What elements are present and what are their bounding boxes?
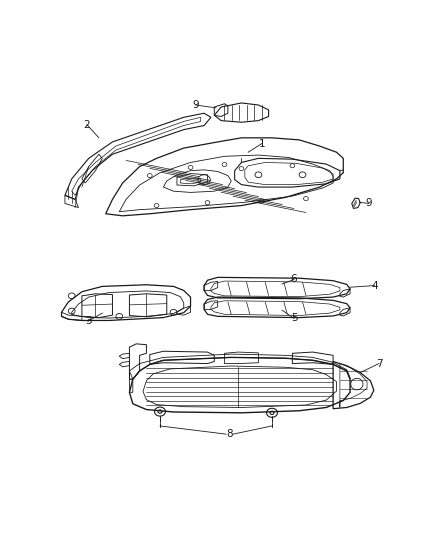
Text: 6: 6 <box>291 274 297 285</box>
Text: 7: 7 <box>376 359 382 368</box>
Text: 9: 9 <box>365 198 372 208</box>
Text: 3: 3 <box>85 316 92 326</box>
Text: 2: 2 <box>84 120 90 130</box>
Text: 5: 5 <box>291 313 297 324</box>
Text: 8: 8 <box>226 429 233 439</box>
Text: 4: 4 <box>371 280 378 290</box>
Text: 1: 1 <box>258 139 265 149</box>
Text: 9: 9 <box>192 100 199 110</box>
